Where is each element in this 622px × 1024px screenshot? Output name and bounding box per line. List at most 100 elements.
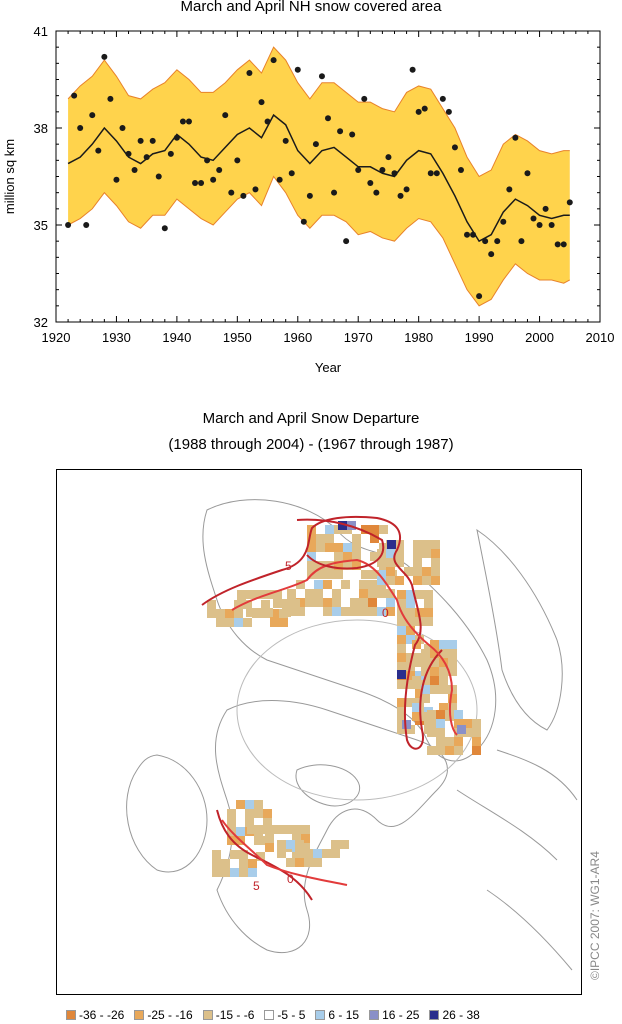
contours — [201, 515, 458, 901]
departure-cell — [239, 850, 248, 859]
departure-cell — [334, 552, 343, 561]
departure-cell — [421, 694, 430, 703]
departure-cell — [323, 607, 332, 616]
data-point — [337, 128, 344, 135]
departure-cell — [254, 809, 263, 818]
departure-cell — [368, 589, 377, 598]
data-point — [101, 53, 108, 60]
departure-cell — [430, 667, 439, 676]
legend-label: 26 - 38 — [442, 1008, 480, 1022]
data-point — [222, 112, 229, 119]
data-point — [361, 95, 368, 102]
departure-cell — [239, 859, 248, 868]
departure-cell — [427, 728, 436, 737]
data-point — [470, 231, 477, 238]
departure-cell — [255, 590, 264, 599]
departure-cell — [265, 825, 274, 834]
data-point — [161, 225, 168, 232]
data-point — [512, 134, 519, 141]
x-tick-label: 1960 — [283, 330, 312, 345]
departure-cell — [406, 590, 415, 599]
data-point — [185, 118, 192, 125]
departure-cell — [454, 710, 463, 719]
departure-cell — [386, 607, 395, 616]
departure-cell — [370, 570, 379, 579]
departure-cell — [454, 746, 463, 755]
data-point — [524, 170, 531, 177]
band-upper-edge — [67, 46, 570, 178]
departure-cell — [413, 540, 422, 549]
departure-cell — [332, 589, 341, 598]
departure-cell — [247, 825, 256, 834]
departure-cell — [387, 540, 396, 549]
departure-cell — [307, 552, 316, 561]
departure-cell — [283, 825, 292, 834]
departure-cell — [341, 607, 350, 616]
departure-cell — [424, 599, 433, 608]
legend-swatch — [315, 1010, 326, 1020]
departure-cell — [436, 710, 445, 719]
departure-cell — [296, 598, 305, 607]
departure-cell — [406, 653, 415, 662]
departure-cell — [397, 599, 406, 608]
departure-cell — [221, 859, 230, 868]
data-point — [137, 137, 144, 144]
legend-item: 16 - 25 — [369, 1008, 419, 1022]
departure-cell — [323, 598, 332, 607]
contour-line-na-0 — [221, 819, 348, 886]
x-tick-label: 2000 — [525, 330, 554, 345]
data-point — [476, 293, 483, 300]
departure-cell — [424, 680, 433, 689]
departure-cell — [436, 746, 445, 755]
departure-cell — [234, 618, 243, 627]
departure-cell — [370, 534, 379, 543]
departure-cell — [413, 576, 422, 585]
data-point — [457, 167, 464, 174]
departure-cell — [430, 676, 439, 685]
departure-cell — [412, 712, 421, 721]
departure-cell — [216, 609, 225, 618]
departure-cell — [325, 570, 334, 579]
data-point — [258, 99, 265, 106]
data-point — [518, 238, 525, 245]
departure-cell — [404, 567, 413, 576]
departure-cell — [406, 635, 415, 644]
data-point — [252, 186, 259, 193]
departure-cell — [265, 843, 274, 852]
departure-cell — [397, 635, 406, 644]
legend-label: 16 - 25 — [382, 1008, 420, 1022]
departure-cell — [368, 607, 377, 616]
departure-cell — [273, 599, 282, 608]
departure-cell — [431, 540, 440, 549]
departure-cell — [406, 608, 415, 617]
data-point — [391, 170, 398, 177]
departure-cell — [248, 859, 257, 868]
departure-cell — [463, 719, 472, 728]
departure-cell — [430, 658, 439, 667]
departure-cell — [430, 640, 439, 649]
data-point — [216, 167, 223, 174]
data-point — [246, 70, 253, 77]
departure-cell — [397, 716, 406, 725]
departure-cell — [454, 737, 463, 746]
departure-cell — [395, 558, 404, 567]
departure-cell — [314, 589, 323, 598]
departure-cell — [277, 849, 286, 858]
departure-cell — [448, 649, 457, 658]
departure-cell — [386, 598, 395, 607]
band-lower-edge — [67, 175, 571, 307]
departure-cell — [207, 600, 216, 609]
data-point — [167, 150, 174, 157]
smoothed-trend-line — [67, 113, 570, 243]
x-tick-label: 1970 — [344, 330, 373, 345]
departure-cell — [430, 649, 439, 658]
data-point — [566, 199, 573, 206]
departure-cell — [368, 580, 377, 589]
departure-cell — [397, 698, 406, 707]
data-point — [282, 137, 289, 144]
departure-cell — [340, 840, 349, 849]
data-point — [125, 150, 132, 157]
data-point — [536, 222, 543, 228]
data-point — [107, 95, 114, 102]
departure-cell — [338, 521, 347, 530]
